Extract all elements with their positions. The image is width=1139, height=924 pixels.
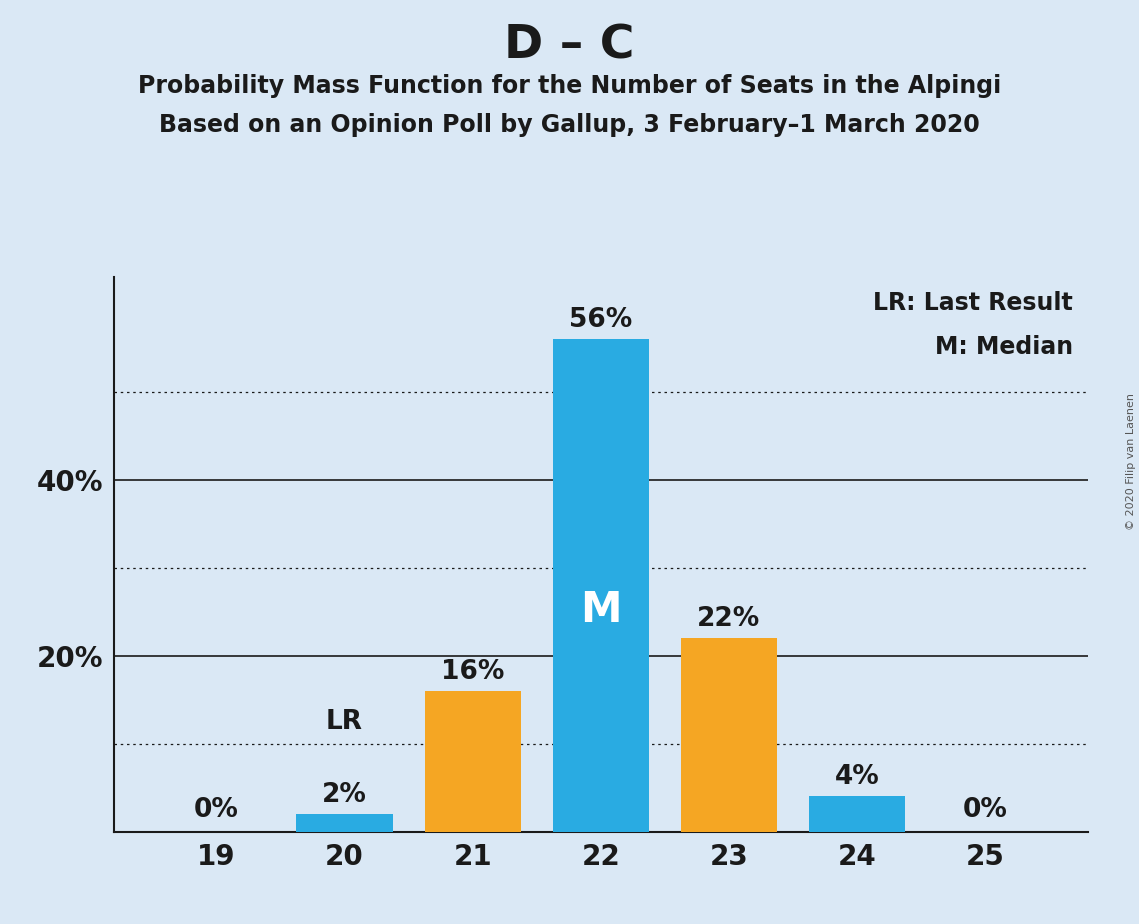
Bar — [425, 691, 521, 832]
Text: 0%: 0% — [962, 796, 1008, 822]
Text: M: Median: M: Median — [935, 335, 1073, 359]
Text: D – C: D – C — [505, 23, 634, 68]
Text: 0%: 0% — [194, 796, 239, 822]
Text: 4%: 4% — [835, 764, 879, 790]
Text: 2%: 2% — [322, 782, 367, 808]
Text: Based on an Opinion Poll by Gallup, 3 February–1 March 2020: Based on an Opinion Poll by Gallup, 3 Fe… — [159, 113, 980, 137]
Text: 22%: 22% — [697, 606, 761, 632]
Text: LR: LR — [326, 709, 363, 735]
Bar — [809, 796, 906, 832]
Bar — [552, 339, 649, 832]
Text: Probability Mass Function for the Number of Seats in the Alpingi: Probability Mass Function for the Number… — [138, 74, 1001, 98]
Bar — [681, 638, 777, 832]
Text: M: M — [580, 589, 622, 631]
Text: 16%: 16% — [441, 659, 505, 685]
Bar — [296, 814, 393, 832]
Text: © 2020 Filip van Laenen: © 2020 Filip van Laenen — [1125, 394, 1136, 530]
Text: 56%: 56% — [570, 307, 632, 333]
Text: LR: Last Result: LR: Last Result — [874, 291, 1073, 315]
